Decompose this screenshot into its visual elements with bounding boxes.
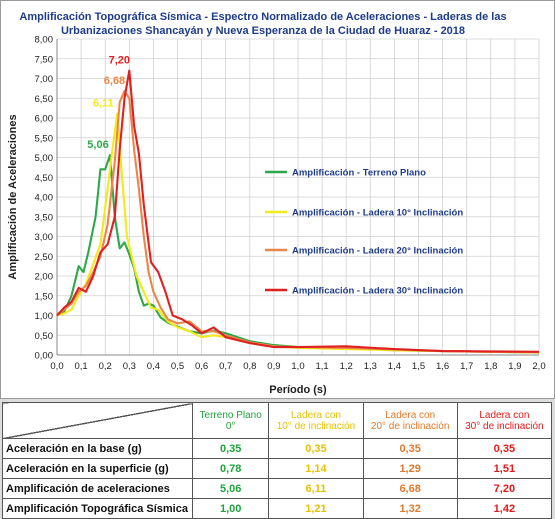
peak-label: 6,68 bbox=[104, 75, 125, 87]
x-tick-label: 2,0 bbox=[532, 361, 545, 372]
table-corner-cell bbox=[2, 402, 193, 439]
row-label: Amplificación de aceleraciones bbox=[2, 478, 193, 499]
x-axis-ticks: 0,0 0,1 0,2 0,3 0,4 0,5 0,6 0,7 0,8 0,9 1,0 1,1 1,2 1… bbox=[50, 361, 545, 372]
y-tick-label: 8,00 bbox=[35, 35, 54, 46]
legend: Amplificación - Terreno Plano Amplificaci… bbox=[265, 168, 463, 297]
y-tick-label: 3,00 bbox=[35, 232, 54, 243]
peak-label: 7,20 bbox=[109, 55, 130, 67]
x-tick-label: 1,8 bbox=[484, 361, 497, 372]
x-tick-label: 1,3 bbox=[364, 361, 377, 372]
table-cell: 0,35 bbox=[362, 438, 458, 459]
table-cell: 1,42 bbox=[456, 498, 553, 519]
y-tick-label: 1,00 bbox=[35, 311, 54, 322]
grid bbox=[56, 38, 540, 356]
x-tick-label: 0,4 bbox=[147, 361, 160, 372]
y-tick-label: 3,50 bbox=[35, 212, 54, 223]
table-cell: 1,29 bbox=[362, 458, 458, 479]
legend-label: Amplificación - Ladera 30° Inclinación bbox=[292, 286, 463, 297]
x-tick-label: 0,1 bbox=[74, 361, 87, 372]
chart-title-line-2: Urbanizaciones Shancayán y Nueva Esperan… bbox=[61, 25, 465, 37]
header-ladera-10: Ladera con 10° de inclinación bbox=[268, 402, 364, 439]
y-tick-label: 4,50 bbox=[35, 173, 54, 184]
peak-label: 6,11 bbox=[93, 98, 114, 110]
legend-label: Amplificación - Terreno Plano bbox=[292, 168, 426, 179]
table-cell: 1,00 bbox=[191, 498, 270, 519]
table-cell: 0,35 bbox=[456, 438, 553, 459]
x-tick-label: 1,9 bbox=[508, 361, 521, 372]
x-tick-label: 0,5 bbox=[171, 361, 184, 372]
table-cell: 1,14 bbox=[268, 458, 364, 479]
y-axis-label: Amplificación de Aceleraciones bbox=[7, 114, 19, 279]
legend-label: Amplificación - Ladera 20° Inclinación bbox=[292, 246, 463, 257]
table-cell: 0,35 bbox=[191, 438, 270, 459]
table-cell: 6,11 bbox=[268, 478, 364, 499]
table-cell: 0,35 bbox=[268, 438, 364, 459]
header-terreno-plano: Terreno Plano 0° bbox=[191, 402, 270, 439]
y-tick-label: 6,00 bbox=[35, 114, 54, 125]
table-cell: 0,78 bbox=[191, 458, 270, 479]
y-tick-label: 6,50 bbox=[35, 94, 54, 105]
row-label: Aceleración en la superficie (g) bbox=[2, 458, 193, 479]
x-axis-label: Período (s) bbox=[269, 384, 327, 396]
x-tick-label: 1,0 bbox=[291, 361, 304, 372]
series-line bbox=[56, 69, 540, 353]
header-ladera-20: Ladera con 20° de inclinación bbox=[362, 402, 458, 439]
table-row: Aceleración en la base (g) 0,35 0,35 0,3… bbox=[2, 438, 553, 459]
y-tick-label: 2,50 bbox=[35, 252, 54, 263]
table-row: Amplificación de aceleraciones 5,06 6,11… bbox=[2, 478, 553, 499]
series-lines bbox=[56, 69, 540, 354]
chart-title-line-1: Amplificación Topográfica Sísmica - Espe… bbox=[19, 11, 506, 23]
y-tick-label: 2,00 bbox=[35, 272, 54, 283]
table-cell: 1,21 bbox=[268, 498, 364, 519]
spectrum-chart: Amplificación Topográfica Sísmica - Espe… bbox=[7, 11, 546, 396]
y-tick-label: 5,00 bbox=[35, 153, 54, 164]
x-tick-label: 0,6 bbox=[195, 361, 208, 372]
x-tick-label: 1,2 bbox=[340, 361, 353, 372]
x-tick-label: 1,4 bbox=[388, 361, 401, 372]
row-label: Amplificación Topográfica Sísmica bbox=[2, 498, 193, 519]
y-tick-label: 0,50 bbox=[35, 331, 54, 342]
x-tick-label: 1,6 bbox=[436, 361, 449, 372]
y-axis-ticks: 0,00 0,50 1,00 1,50 2,00 2,50 3,00 3,50 4,00 4,50… bbox=[35, 35, 54, 362]
table-row: Amplificación Topográfica Sísmica 1,00 1… bbox=[2, 498, 553, 519]
legend-label: Amplificación - Ladera 10° Inclinación bbox=[292, 208, 463, 219]
x-tick-label: 0,3 bbox=[123, 361, 136, 372]
peak-labels: 5,06 6,11 6,68 7,20 bbox=[87, 55, 130, 152]
table-cell: 7,20 bbox=[456, 478, 553, 499]
table-cell: 6,68 bbox=[362, 478, 458, 499]
y-tick-label: 7,00 bbox=[35, 74, 54, 85]
x-tick-label: 0,9 bbox=[267, 361, 280, 372]
y-tick-label: 4,00 bbox=[35, 193, 54, 204]
x-tick-label: 0,0 bbox=[50, 361, 63, 372]
table-row: Aceleración en la superficie (g) 0,78 1,… bbox=[2, 458, 553, 479]
x-tick-label: 0,2 bbox=[99, 361, 112, 372]
y-tick-label: 0,00 bbox=[35, 351, 54, 362]
header-ladera-30: Ladera con 30° de inclinación bbox=[456, 402, 553, 439]
x-tick-label: 0,8 bbox=[243, 361, 256, 372]
row-label: Aceleración en la base (g) bbox=[2, 438, 193, 459]
peak-label: 5,06 bbox=[87, 139, 108, 151]
y-tick-label: 7,50 bbox=[35, 54, 54, 65]
table-header-row: Terreno Plano 0° Ladera con 10° de inclina… bbox=[2, 402, 553, 439]
table-cell: 1,32 bbox=[362, 498, 458, 519]
x-tick-label: 0,7 bbox=[219, 361, 232, 372]
y-tick-label: 5,50 bbox=[35, 133, 54, 144]
summary-table: Terreno Plano 0° Ladera con 10° de inclina… bbox=[2, 402, 553, 519]
table-cell: 1,51 bbox=[456, 458, 553, 479]
table-cell: 5,06 bbox=[191, 478, 270, 499]
x-tick-label: 1,7 bbox=[460, 361, 473, 372]
chart-panel: Amplificación Topográfica Sísmica - Espe… bbox=[0, 0, 555, 399]
x-tick-label: 1,1 bbox=[315, 361, 328, 372]
y-tick-label: 1,50 bbox=[35, 291, 54, 302]
x-tick-label: 1,5 bbox=[412, 361, 425, 372]
